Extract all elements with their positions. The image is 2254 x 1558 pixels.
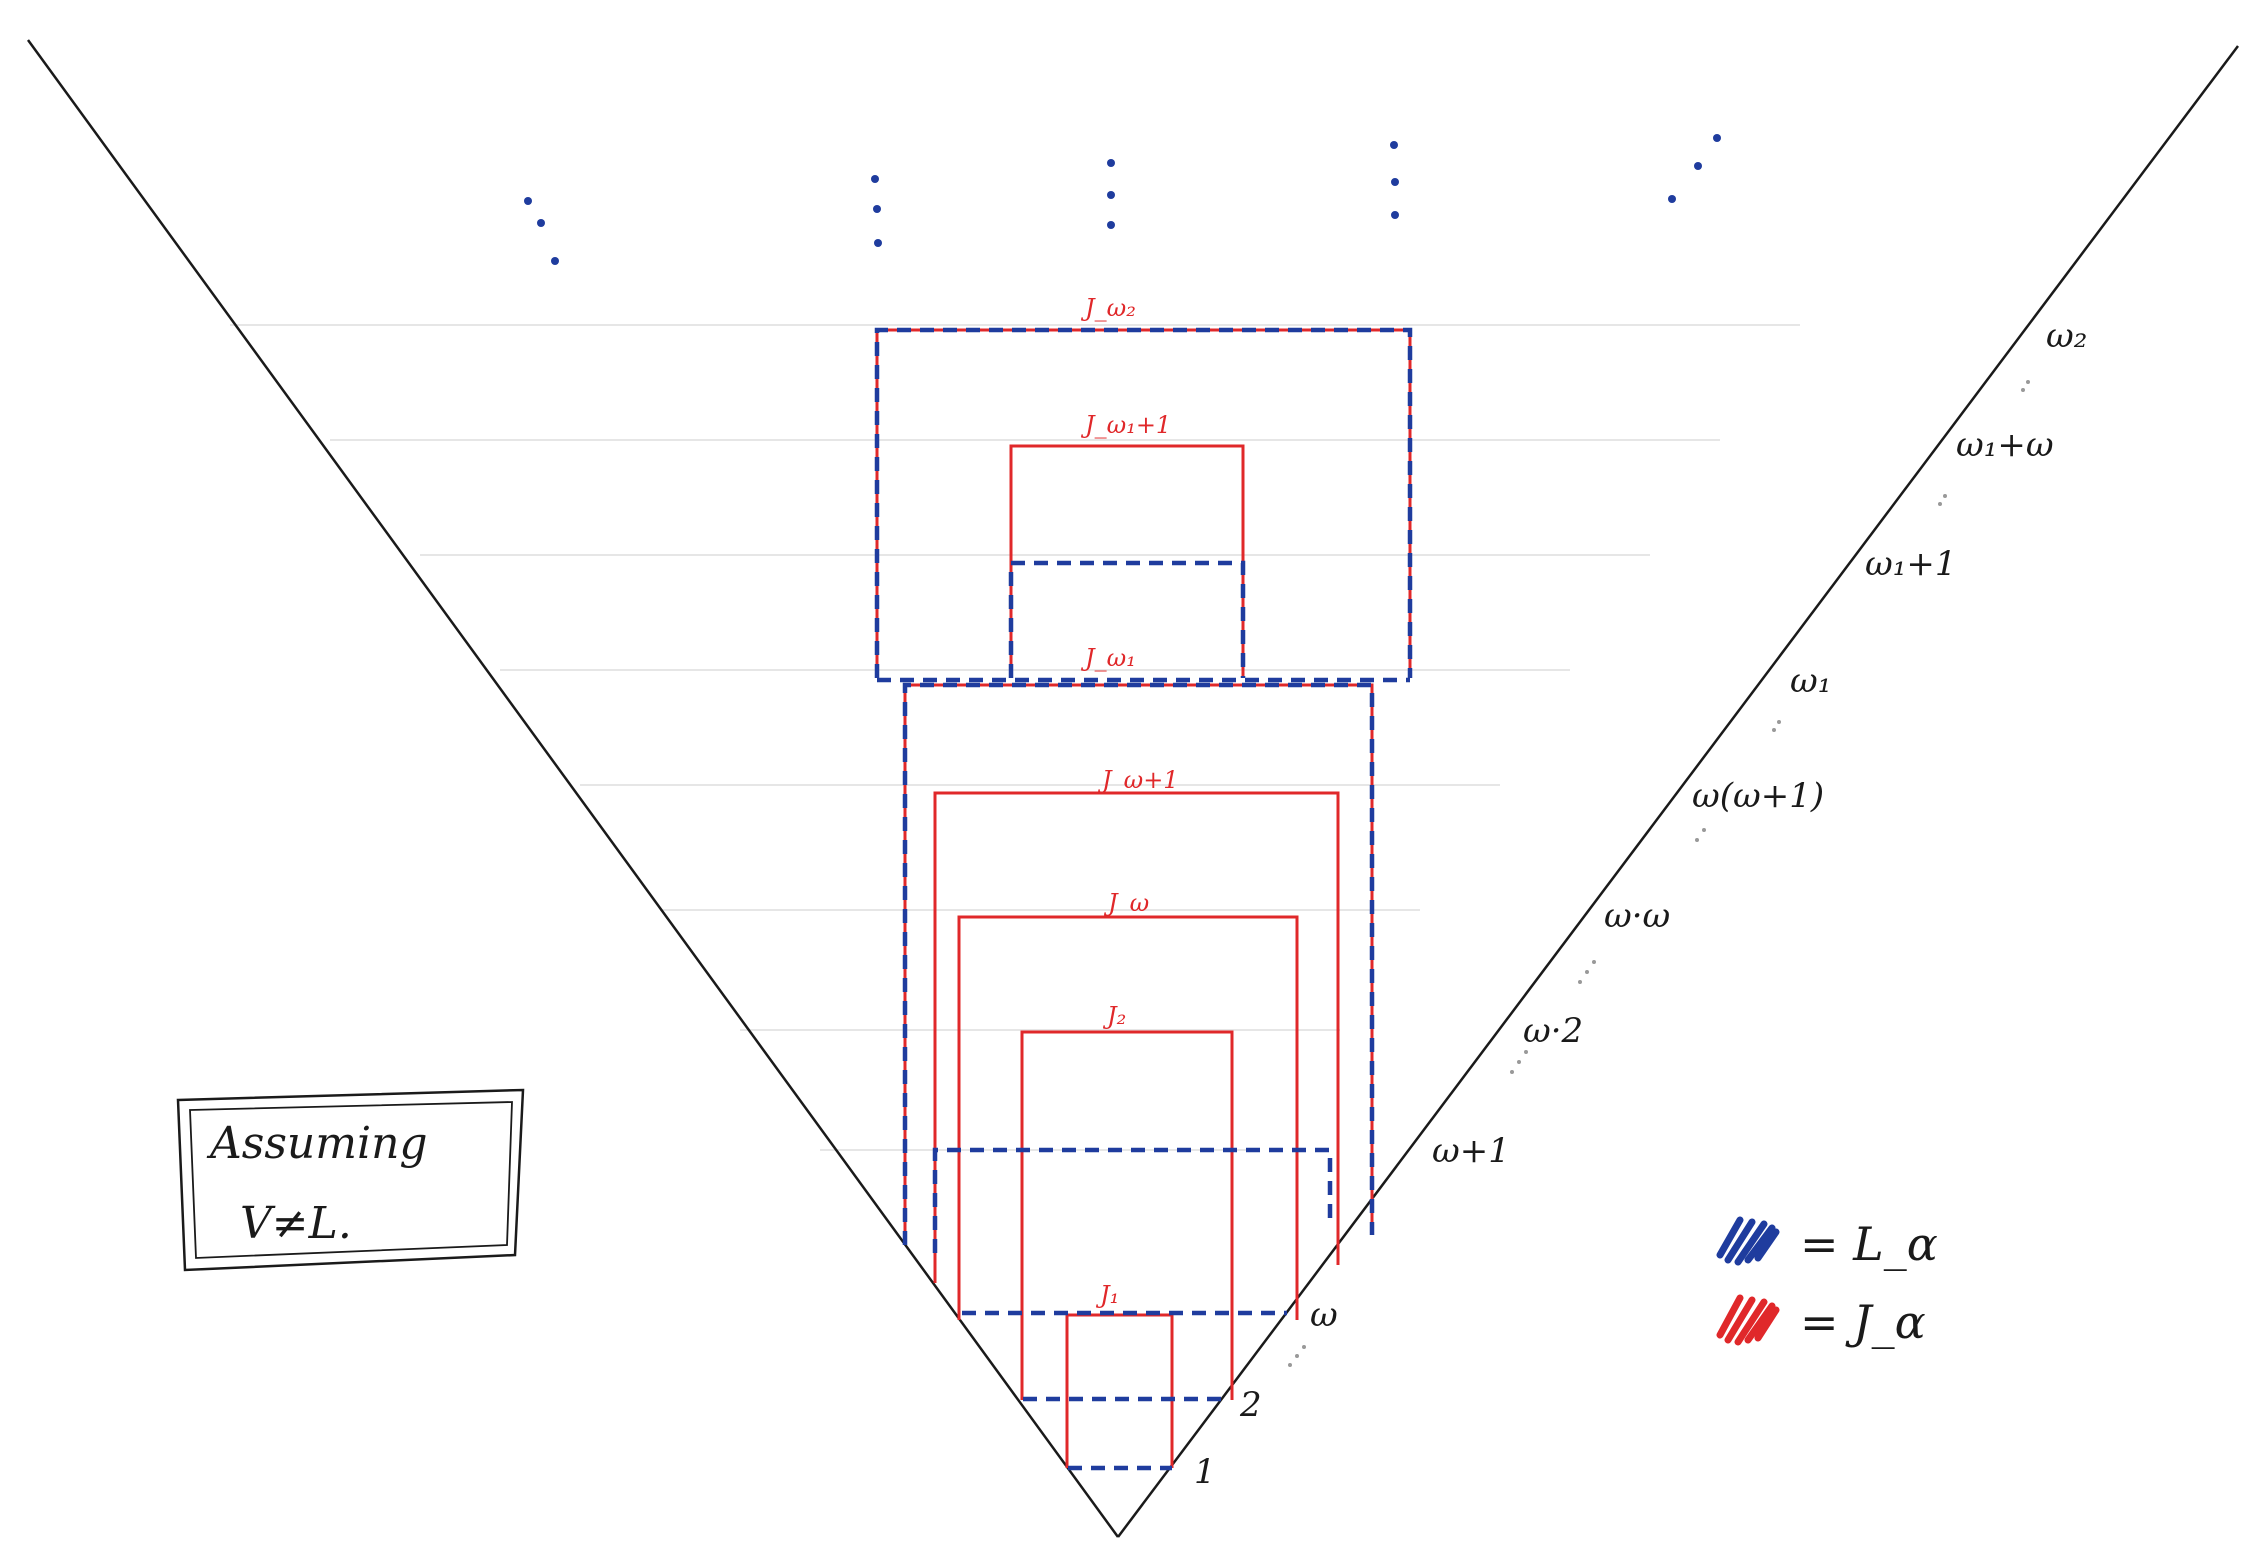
cone-left-edge bbox=[26, 39, 1120, 1538]
j-label: J_ω bbox=[1103, 889, 1149, 917]
edge-ellipsis-dots bbox=[1288, 380, 2030, 1367]
assumption-box: Assuming V≠L. bbox=[176, 1088, 525, 1272]
ordinal-label: ω₁ bbox=[1790, 661, 1831, 701]
v-cone bbox=[26, 39, 2239, 1538]
j-label: J_ω+1 bbox=[1097, 766, 1179, 794]
notebook-lines bbox=[230, 324, 1800, 1151]
ordinal-label: ω·ω bbox=[1604, 896, 1670, 936]
lw1-level bbox=[932, 1147, 1333, 1253]
legend-l-alpha: = L_α bbox=[1800, 1217, 1938, 1271]
lomega1-1-level bbox=[1008, 560, 1246, 678]
ordinal-label: ω₂ bbox=[2046, 316, 2087, 356]
red-swatch-icon bbox=[1716, 1294, 1780, 1346]
j-label: J_ω₁ bbox=[1080, 644, 1136, 672]
ordinal-labels: 1 2 ω ω+1 ω·2 ω·ω ω(ω+1) ω₁ ω₁+1 ω₁+ω ω₂ bbox=[1194, 316, 2087, 1492]
blue-swatch-icon bbox=[1716, 1216, 1780, 1266]
ordinal-label: ω₁+ω bbox=[1956, 425, 2054, 465]
j-labels: J₁ J₂ J_ω J_ω+1 J_ω₁ J_ω₁+1 J_ω₂ bbox=[1080, 294, 1179, 1309]
l-hierarchy bbox=[874, 327, 1413, 1471]
lomega2-level bbox=[874, 327, 1413, 678]
j-label: J₁ bbox=[1095, 1281, 1119, 1309]
ordinal-label: ω bbox=[1310, 1295, 1338, 1335]
jw2-rect bbox=[875, 328, 1412, 678]
lomega1-level bbox=[902, 682, 1375, 1245]
jw-rect bbox=[957, 915, 1299, 1320]
legend: = L_α = J_α bbox=[1716, 1216, 1938, 1349]
j2-rect bbox=[1020, 1030, 1234, 1400]
assumption-line-2: V≠L. bbox=[240, 1198, 352, 1249]
ordinal-label: ω₁+1 bbox=[1865, 544, 1956, 584]
legend-j-alpha: = J_α bbox=[1800, 1295, 1926, 1349]
assumption-line-1: Assuming bbox=[206, 1118, 428, 1169]
continuation-dots bbox=[524, 134, 1721, 265]
j-label: J₂ bbox=[1102, 1002, 1126, 1030]
ordinal-label: 1 bbox=[1194, 1452, 1216, 1492]
ordinal-label: ω·2 bbox=[1523, 1011, 1583, 1051]
j1-rect bbox=[1065, 1313, 1174, 1468]
jw1-rect bbox=[933, 791, 1340, 1283]
cone-right-edge bbox=[1117, 45, 2239, 1538]
j-label: J_ω₁+1 bbox=[1080, 411, 1171, 439]
ordinal-label: ω+1 bbox=[1432, 1131, 1510, 1171]
j-label: J_ω₂ bbox=[1080, 294, 1136, 322]
ordinal-label: 2 bbox=[1239, 1385, 1262, 1425]
ordinal-label: ω(ω+1) bbox=[1692, 776, 1824, 816]
